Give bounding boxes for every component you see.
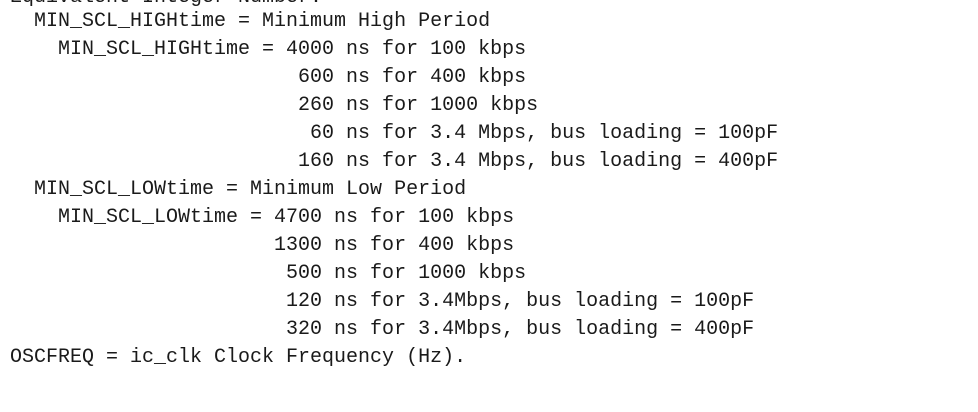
text-line-oscfreq-def: OSCFREQ = ic_clk Clock Frequency (Hz). xyxy=(10,346,467,369)
text-line-low-1000kbps: 500 ns for 1000 kbps xyxy=(10,262,527,285)
text-line-high-3-4mbps-400pf: 160 ns for 3.4 Mbps, bus loading = 400pF xyxy=(10,150,779,173)
text-line-low-3-4mbps-100pf: 120 ns for 3.4Mbps, bus loading = 100pF xyxy=(10,290,755,313)
text-line-low-3-4mbps-400pf: 320 ns for 3.4Mbps, bus loading = 400pF xyxy=(10,318,755,341)
text-line-low-100kbps: MIN_SCL_LOWtime = 4700 ns for 100 kbps xyxy=(10,206,515,229)
text-line-high-400kbps: 600 ns for 400 kbps xyxy=(10,66,527,89)
text-line-high-100kbps: MIN_SCL_HIGHtime = 4000 ns for 100 kbps xyxy=(10,38,527,61)
text-line-high-1000kbps: 260 ns for 1000 kbps xyxy=(10,94,539,117)
text-line-high-period-def: MIN_SCL_HIGHtime = Minimum High Period xyxy=(10,10,491,33)
text-line-low-400kbps: 1300 ns for 400 kbps xyxy=(10,234,515,257)
text-line-low-period-def: MIN_SCL_LOWtime = Minimum Low Period xyxy=(10,178,467,201)
text-line-high-3-4mbps-100pf: 60 ns for 3.4 Mbps, bus loading = 100pF xyxy=(10,122,779,145)
text-line-partial-heading: Equivalent Integer Number: xyxy=(10,0,322,12)
